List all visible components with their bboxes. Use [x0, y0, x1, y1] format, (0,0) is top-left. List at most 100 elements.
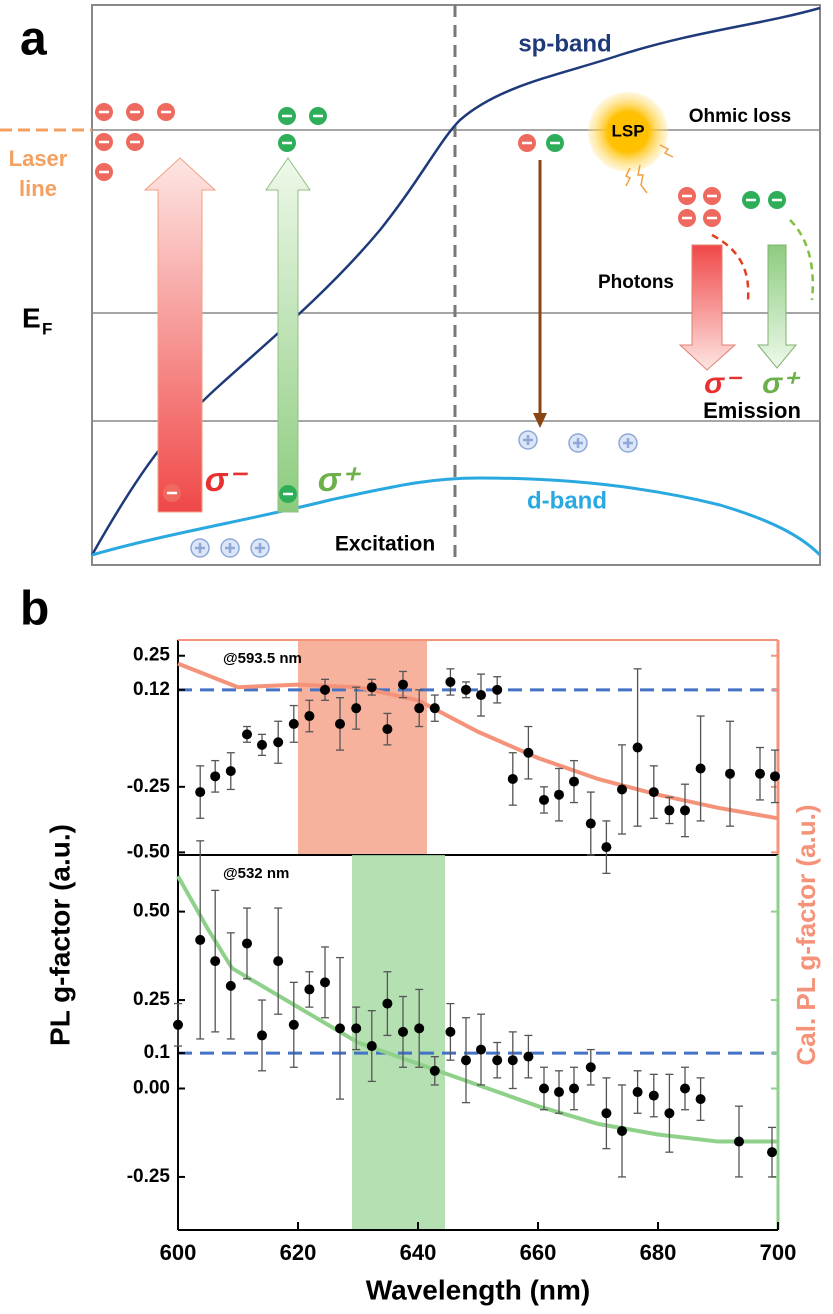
point — [382, 998, 393, 1009]
emission-arrow — [678, 244, 737, 371]
point — [539, 1083, 549, 1094]
subplot: 0.25 0.12 -0.25 -0.50 @593.5 nm — [127, 639, 780, 875]
y-tick-label: 0.50 — [133, 901, 170, 922]
d-band-curve — [91, 476, 822, 557]
y-tick-label: -0.25 — [127, 1166, 171, 1187]
point — [398, 679, 408, 690]
point — [195, 787, 206, 798]
photons-label: Photons — [598, 272, 674, 293]
emission-label: Emission — [703, 398, 801, 423]
y-tick-label: 0.25 — [133, 645, 170, 666]
d-band-label: d-band — [527, 487, 607, 514]
point — [257, 1030, 267, 1041]
x-tick-label: 600 — [160, 1240, 197, 1265]
panel-a: a sp-band Ohmic loss LSP Laser line E F … — [0, 4, 822, 566]
point — [288, 1019, 299, 1030]
point — [445, 676, 456, 687]
decay-path — [789, 219, 815, 301]
point — [725, 768, 735, 779]
sp-band-label: sp-band — [518, 30, 611, 57]
x-axis-label: Wavelength (nm) — [366, 1274, 591, 1305]
point — [351, 703, 362, 714]
point — [225, 766, 236, 777]
decay-path — [711, 233, 750, 301]
point — [257, 739, 267, 750]
point — [445, 1026, 456, 1037]
point — [242, 938, 252, 949]
panel-label: b — [20, 583, 49, 636]
point — [770, 771, 780, 782]
point — [288, 718, 299, 729]
calc-curve — [177, 661, 779, 821]
point — [225, 980, 236, 991]
point — [492, 1055, 503, 1066]
band — [352, 855, 445, 1230]
panel-label: a — [20, 13, 47, 66]
point — [680, 805, 690, 816]
y-tick-label: -0.50 — [127, 841, 170, 862]
point — [648, 1090, 659, 1101]
point — [523, 747, 534, 758]
point — [210, 771, 221, 782]
sigma-minus: σ⁻ — [205, 461, 249, 499]
point — [507, 1055, 518, 1066]
point — [539, 794, 549, 805]
point — [523, 1051, 534, 1062]
point — [414, 1023, 425, 1034]
sigma-plus: σ⁺ — [762, 367, 801, 400]
point — [273, 737, 284, 748]
laser-line-label: Laser — [9, 146, 68, 171]
point — [476, 1044, 486, 1055]
calc-curve — [176, 875, 778, 1144]
y-axis-label: PL g-factor (a.u.) — [44, 824, 75, 1046]
point — [304, 711, 315, 722]
point — [335, 1023, 345, 1034]
x-tick-label: 620 — [280, 1240, 317, 1265]
y2-axis-label: Cal. PL g-factor (a.u.) — [791, 805, 821, 1066]
point — [414, 703, 425, 714]
excitation-arrow — [265, 157, 311, 513]
point — [664, 1108, 675, 1119]
excitation-arrow — [143, 157, 217, 513]
point — [680, 1083, 690, 1094]
point — [335, 718, 345, 729]
y-tick-label: 0.25 — [133, 989, 170, 1010]
point — [734, 1136, 744, 1147]
point — [429, 703, 440, 714]
point — [585, 818, 596, 829]
excitation-label: Excitation — [335, 533, 435, 556]
point — [569, 1083, 579, 1094]
point — [585, 1062, 596, 1073]
annotation: @593.5 nm — [223, 650, 302, 667]
sigma-plus: σ⁺ — [318, 461, 362, 499]
point — [767, 1147, 777, 1158]
point — [601, 1108, 612, 1119]
charges — [95, 103, 786, 558]
band — [298, 640, 427, 855]
sigma-minus: σ⁻ — [704, 367, 743, 400]
loss-squiggle — [624, 144, 674, 194]
relax-head — [533, 413, 547, 428]
point — [429, 1065, 440, 1076]
point — [664, 805, 675, 816]
point — [320, 977, 330, 988]
point — [492, 684, 503, 695]
laser-line-label: line — [19, 176, 57, 201]
y-tick-label: 0.1 — [144, 1042, 171, 1063]
fermi-sub: F — [42, 319, 52, 338]
y-tick-label: 0.12 — [133, 679, 170, 700]
point — [320, 684, 330, 695]
point — [617, 784, 627, 795]
point — [554, 789, 564, 800]
x-tick-label: 640 — [400, 1240, 437, 1265]
point — [273, 956, 284, 967]
point — [632, 742, 643, 753]
x-tick-label: 680 — [640, 1240, 677, 1265]
point — [695, 1094, 706, 1105]
y-tick-label: -0.25 — [127, 776, 171, 797]
point — [755, 768, 765, 779]
annotation: @532 nm — [223, 865, 289, 882]
x-tick-label: 700 — [760, 1240, 797, 1265]
fermi-label: E — [22, 302, 41, 333]
